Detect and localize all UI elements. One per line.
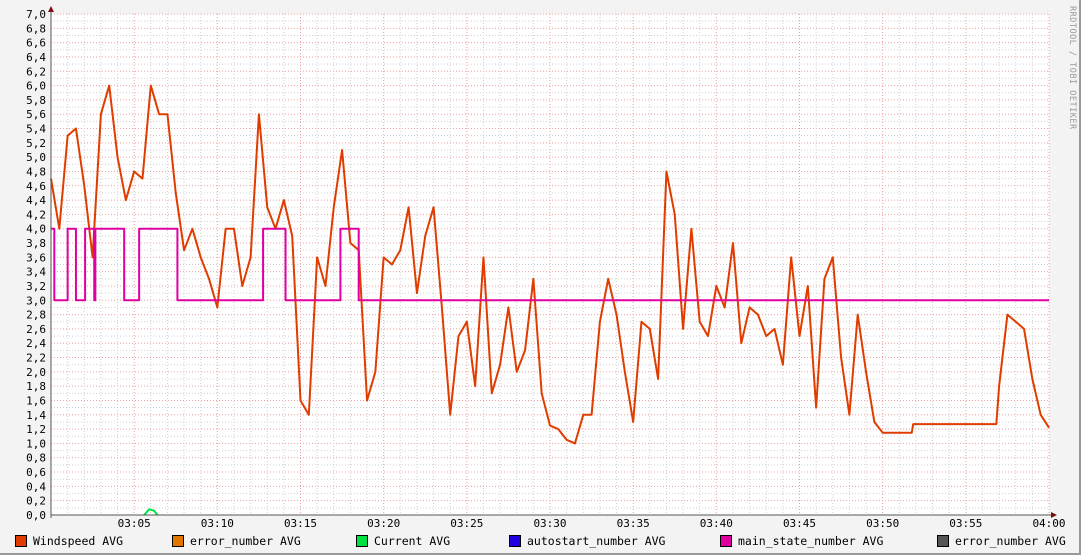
y-tick-label: 5,2 xyxy=(26,137,46,150)
legend-label: Windspeed AVG xyxy=(33,534,124,548)
y-tick-label: 0,8 xyxy=(26,452,46,465)
legend-swatch xyxy=(172,535,184,547)
x-tick-label: 03:45 xyxy=(783,517,816,530)
y-tick-label: 5,8 xyxy=(26,94,46,107)
y-tick-label: 1,2 xyxy=(26,423,46,436)
x-tick-label: 03:15 xyxy=(284,517,317,530)
legend-item-error-number: error_number AVG xyxy=(172,534,301,548)
y-tick-label: 4,6 xyxy=(26,180,46,193)
windspeed-avg-line xyxy=(50,84,1050,445)
legend-swatch xyxy=(937,535,949,547)
axes xyxy=(48,6,1057,518)
y-tick-label: 3,2 xyxy=(26,280,46,293)
y-tick-label: 6,4 xyxy=(26,51,46,64)
y-tick-label: 3,0 xyxy=(26,294,46,307)
y-tick-label: 4,8 xyxy=(26,165,46,178)
x-tick-label: 03:10 xyxy=(201,517,234,530)
x-tick-label: 04:00 xyxy=(1032,517,1065,530)
y-tick-label: 0,6 xyxy=(26,466,46,479)
y-tick-label: 1,0 xyxy=(26,437,46,450)
y-tick-label: 6,6 xyxy=(26,37,46,50)
y-tick-label: 4,2 xyxy=(26,208,46,221)
legend-item-error-number-2: error_number AVG xyxy=(937,534,1066,548)
y-tick-label: 3,6 xyxy=(26,251,46,264)
y-tick-label: 3,8 xyxy=(26,237,46,250)
y-tick-label: 0,2 xyxy=(26,495,46,508)
legend-swatch xyxy=(356,535,368,547)
y-tick-label: 4,4 xyxy=(26,194,46,207)
legend-label: autostart_number AVG xyxy=(527,534,666,548)
current-avg-line xyxy=(143,508,159,516)
x-tick-label: 03:35 xyxy=(617,517,650,530)
legend-label: error_number AVG xyxy=(190,534,301,548)
legend-label: Current AVG xyxy=(374,534,451,548)
y-tick-label: 2,0 xyxy=(26,366,46,379)
main-state-number-avg-line xyxy=(51,227,1049,302)
legend-swatch xyxy=(509,535,521,547)
legend-item-windspeed: Windspeed AVG xyxy=(15,534,123,548)
y-tick-label: 5,0 xyxy=(26,151,46,164)
y-tick-label: 2,6 xyxy=(26,323,46,336)
y-tick-label: 5,4 xyxy=(26,123,46,136)
x-tick-label: 03:50 xyxy=(866,517,899,530)
x-axis-ticks: 03:05 03:10 03:15 03:20 03:25 03:30 03:35 03:40… xyxy=(118,517,1066,530)
y-axis-arrow-icon xyxy=(48,6,54,12)
x-tick-label: 03:40 xyxy=(700,517,733,530)
y-tick-label: 6,2 xyxy=(26,65,46,78)
x-axis-arrow-icon xyxy=(1051,512,1057,518)
watermark: RRDTOOL / TOBI OETIKER xyxy=(1067,6,1077,130)
y-tick-label: 1,6 xyxy=(26,394,46,407)
legend-item-current: Current AVG xyxy=(356,534,450,548)
legend-swatch xyxy=(15,535,27,547)
y-tick-label: 1,4 xyxy=(26,409,46,422)
series-lines xyxy=(50,84,1050,516)
legend-label: main_state_number AVG xyxy=(738,534,884,548)
y-tick-label: 0,4 xyxy=(26,480,46,493)
y-tick-label: 7,0 xyxy=(26,8,46,21)
x-tick-label: 03:20 xyxy=(367,517,400,530)
y-tick-label: 4,0 xyxy=(26,223,46,236)
legend: Windspeed AVG error_number AVG Current A… xyxy=(0,532,1081,550)
x-tick-label: 03:05 xyxy=(118,517,151,530)
legend-swatch xyxy=(720,535,732,547)
y-tick-label: 0,0 xyxy=(26,509,46,522)
y-tick-label: 6,8 xyxy=(26,22,46,35)
y-tick-label: 2,4 xyxy=(26,337,46,350)
y-tick-label: 1,8 xyxy=(26,380,46,393)
x-tick-label: 03:25 xyxy=(450,517,483,530)
legend-label: error_number AVG xyxy=(955,534,1066,548)
y-tick-label: 2,8 xyxy=(26,309,46,322)
x-tick-label: 03:55 xyxy=(949,517,982,530)
legend-item-autostart-number: autostart_number AVG xyxy=(509,534,665,548)
x-tick-label: 03:30 xyxy=(533,517,566,530)
y-tick-label: 3,4 xyxy=(26,266,46,279)
y-tick-label: 5,6 xyxy=(26,108,46,121)
legend-item-main-state-number: main_state_number AVG xyxy=(720,534,883,548)
y-tick-label: 2,2 xyxy=(26,352,46,365)
y-tick-label: 6,0 xyxy=(26,80,46,93)
y-axis-ticks: 0,00,20,40,60,81,01,21,41,61,82,02,22,42… xyxy=(26,8,46,522)
